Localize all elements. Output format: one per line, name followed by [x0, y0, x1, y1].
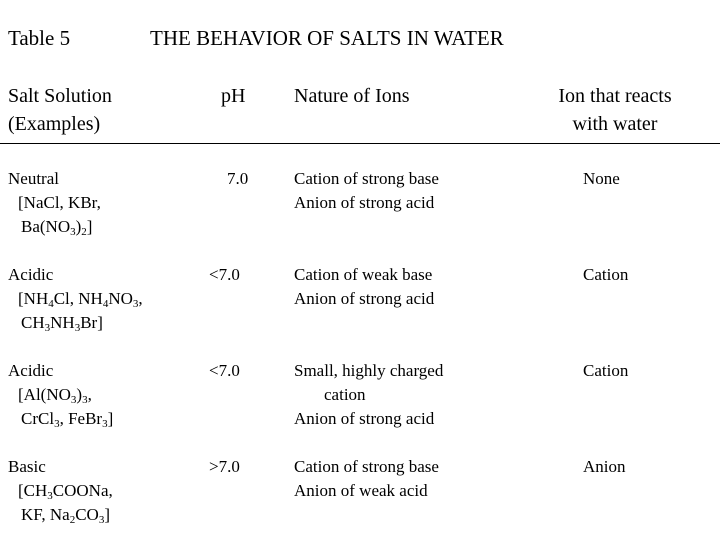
row-1-nature: Cation of strong base Anion of strong ac…	[294, 167, 439, 215]
row-1-examples-line2: Ba(NO3)2]	[21, 217, 93, 238]
row-4-ion: Anion	[583, 457, 626, 476]
row-2-type: Acidic	[8, 265, 54, 284]
header-ph: pH	[221, 85, 246, 107]
row-3-ph: <7.0	[209, 361, 240, 380]
row-2-nature: Cation of weak base Anion of strong acid	[294, 263, 434, 311]
header-ion-reacts-line1: Ion that reacts	[558, 85, 672, 107]
row-3-examples-line1: [Al(NO3)3,	[18, 385, 92, 406]
table-label: Table 5	[8, 26, 71, 50]
row-1-nature-line2: Anion of strong acid	[294, 193, 435, 212]
row-2-examples-line1: [NH4Cl, NH4NO3,	[18, 289, 143, 310]
row-4-nature: Cation of strong base Anion of weak acid	[294, 455, 439, 503]
row-3-ion: Cation	[583, 361, 629, 380]
row-4-type: Basic	[8, 457, 46, 476]
row-1-salt: Neutral [NaCl, KBr, Ba(NO3)2]	[8, 167, 101, 239]
row-3-examples-line2: CrCl3, FeBr3]	[21, 409, 114, 430]
row-4-examples-line1: [CH3COONa,	[18, 481, 113, 502]
row-4-nature-line2: Anion of weak acid	[294, 481, 428, 500]
row-1-nature-line1: Cation of strong base	[294, 169, 439, 188]
row-3-nature-line1: Small, highly charged	[294, 361, 444, 380]
row-1-type: Neutral	[8, 169, 59, 188]
header-salt-solution-line2: (Examples)	[8, 113, 101, 135]
row-3-nature-line2: cation	[324, 385, 366, 404]
header-salt-solution: Salt Solution (Examples)	[8, 82, 112, 138]
header-salt-solution-line1: Salt Solution	[8, 85, 112, 107]
header-ion-reacts-line2: with water	[572, 113, 658, 135]
header-ion-reacts: Ion that reacts with water	[540, 82, 690, 138]
row-2-ion: Cation	[583, 265, 629, 284]
row-3-type: Acidic	[8, 361, 54, 380]
row-1-ph: 7.0	[227, 169, 249, 188]
row-3-nature-line3: Anion of strong acid	[294, 409, 435, 428]
header-nature-of-ions: Nature of Ions	[294, 85, 410, 107]
row-1-examples-line1: [NaCl, KBr,	[18, 193, 101, 212]
row-3-salt: Acidic [Al(NO3)3, CrCl3, FeBr3]	[8, 359, 113, 431]
row-2-nature-line1: Cation of weak base	[294, 265, 433, 284]
row-2-examples-line2: CH3NH3Br]	[21, 313, 103, 334]
row-2-salt: Acidic [NH4Cl, NH4NO3, CH3NH3Br]	[8, 263, 143, 335]
row-2-nature-line2: Anion of strong acid	[294, 289, 435, 308]
row-3-nature: Small, highly charged cation Anion of st…	[294, 359, 443, 431]
row-4-salt: Basic [CH3COONa, KF, Na2CO3]	[8, 455, 113, 527]
row-4-ph: >7.0	[209, 457, 240, 476]
table-title: THE BEHAVIOR OF SALTS IN WATER	[150, 26, 504, 50]
row-1-ion: None	[583, 169, 620, 188]
row-2-ph: <7.0	[209, 265, 240, 284]
row-4-nature-line1: Cation of strong base	[294, 457, 439, 476]
header-divider	[0, 143, 720, 144]
row-4-examples-line2: KF, Na2CO3]	[21, 505, 110, 526]
